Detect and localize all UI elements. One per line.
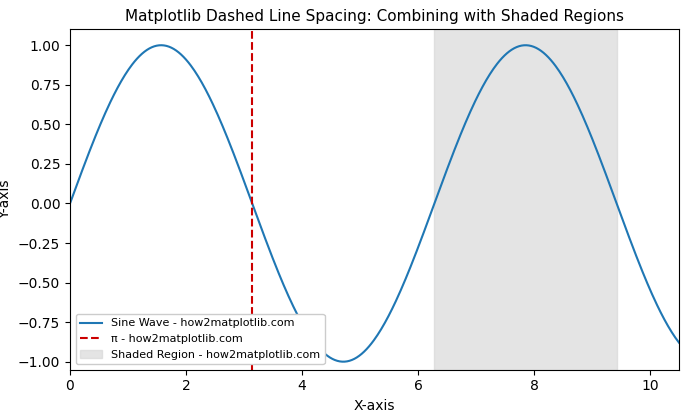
π - how2matplotlib.com: [248, 201, 256, 206]
Sine Wave - how2matplotlib.com: [340, 359, 348, 364]
Sine Wave - how2matplotlib.com: [675, 340, 683, 345]
Sine Wave - how2matplotlib.com: [356, 352, 365, 357]
Title: Matplotlib Dashed Line Spacing: Combining with Shaded Regions: Matplotlib Dashed Line Spacing: Combinin…: [125, 9, 624, 24]
Sine Wave - how2matplotlib.com: [66, 201, 74, 206]
Sine Wave - how2matplotlib.com: [663, 321, 671, 326]
Sine Wave - how2matplotlib.com: [396, 288, 405, 293]
π - how2matplotlib.com: [248, 43, 256, 48]
X-axis label: X-axis: X-axis: [354, 399, 395, 413]
Sine Wave - how2matplotlib.com: [430, 203, 438, 208]
Sine Wave - how2matplotlib.com: [568, 90, 576, 95]
Sine Wave - how2matplotlib.com: [360, 349, 368, 354]
Y-axis label: Y-axis: Y-axis: [0, 180, 13, 219]
Sine Wave - how2matplotlib.com: [521, 43, 529, 48]
Legend: Sine Wave - how2matplotlib.com, π - how2matplotlib.com, Shaded Region - how2matp: Sine Wave - how2matplotlib.com, π - how2…: [76, 314, 325, 364]
Line: Sine Wave - how2matplotlib.com: Sine Wave - how2matplotlib.com: [70, 45, 679, 362]
Bar: [435, 29, 617, 370]
